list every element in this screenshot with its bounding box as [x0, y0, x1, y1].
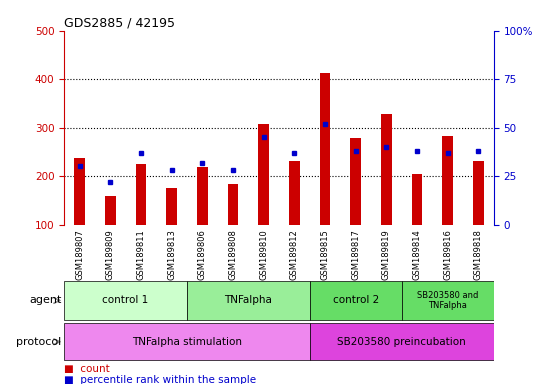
Bar — [350, 138, 361, 225]
Bar — [228, 184, 238, 225]
Text: GSM189816: GSM189816 — [443, 229, 453, 280]
Text: GSM189807: GSM189807 — [75, 229, 84, 280]
Text: GSM189814: GSM189814 — [412, 229, 422, 280]
Text: GDS2885 / 42195: GDS2885 / 42195 — [64, 17, 175, 30]
Text: GSM189806: GSM189806 — [198, 229, 207, 280]
Text: SB203580 preincubation: SB203580 preincubation — [338, 337, 466, 347]
Text: GSM189818: GSM189818 — [474, 229, 483, 280]
Text: GSM189808: GSM189808 — [228, 229, 238, 280]
Bar — [258, 124, 269, 225]
Bar — [289, 161, 300, 225]
Bar — [64, 281, 187, 320]
Text: GSM189809: GSM189809 — [105, 229, 115, 280]
Text: protocol: protocol — [16, 337, 61, 347]
Text: agent: agent — [29, 295, 61, 306]
Text: GSM189812: GSM189812 — [290, 229, 299, 280]
Bar — [381, 114, 392, 225]
Bar — [166, 188, 177, 225]
Text: control 1: control 1 — [103, 295, 148, 306]
Text: ■  count: ■ count — [64, 364, 110, 374]
Text: SB203580 and
TNFalpha: SB203580 and TNFalpha — [417, 291, 478, 310]
Text: GSM189810: GSM189810 — [259, 229, 268, 280]
Text: GSM189819: GSM189819 — [382, 229, 391, 280]
Bar — [412, 174, 422, 225]
Text: control 2: control 2 — [333, 295, 379, 306]
Bar — [402, 281, 494, 320]
Text: ■  percentile rank within the sample: ■ percentile rank within the sample — [64, 375, 256, 384]
Text: GSM189815: GSM189815 — [320, 229, 330, 280]
Bar — [105, 195, 116, 225]
Bar — [442, 136, 453, 225]
Bar — [187, 281, 310, 320]
Bar — [197, 167, 208, 225]
Bar — [310, 323, 494, 360]
Bar — [320, 73, 330, 225]
Text: GSM189813: GSM189813 — [167, 229, 176, 280]
Bar — [64, 323, 310, 360]
Text: GSM189811: GSM189811 — [136, 229, 146, 280]
Bar — [74, 158, 85, 225]
Text: TNFalpha stimulation: TNFalpha stimulation — [132, 337, 242, 347]
Text: GSM189817: GSM189817 — [351, 229, 360, 280]
Bar — [136, 164, 146, 225]
Text: TNFalpha: TNFalpha — [224, 295, 272, 306]
Bar — [310, 281, 402, 320]
Bar — [473, 161, 484, 225]
